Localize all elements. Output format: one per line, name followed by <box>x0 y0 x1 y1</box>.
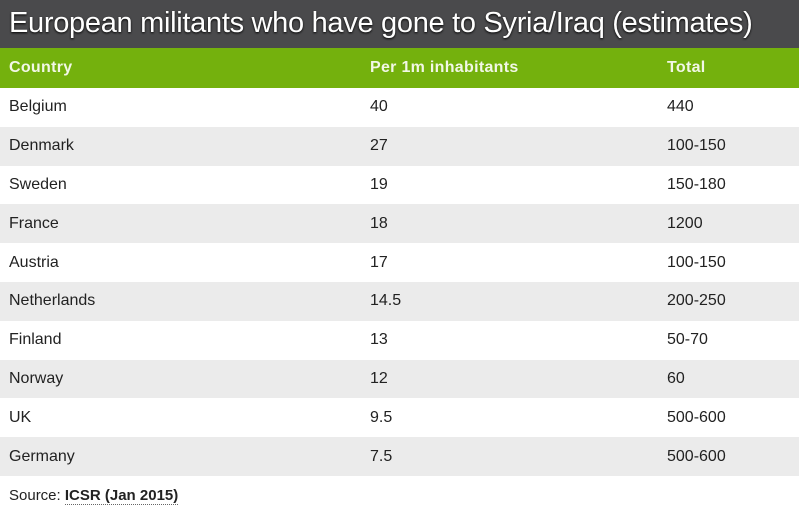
cell-country: Netherlands <box>9 292 96 310</box>
cell-total: 440 <box>667 98 694 116</box>
cell-country: Norway <box>9 369 64 387</box>
header-total: Total <box>667 59 706 76</box>
cell-total: 100-150 <box>667 253 726 271</box>
cell-total: 500-600 <box>667 447 726 465</box>
cell-total: 60 <box>667 369 685 387</box>
table-row: Netherlands 14.5 200-250 <box>0 281 799 321</box>
cell-total: 50-70 <box>667 331 708 349</box>
cell-per-million: 18 <box>370 214 388 232</box>
cell-per-million: 13 <box>370 331 388 349</box>
cell-country: UK <box>9 408 32 426</box>
source-note: Source: ICSR (Jan 2015) <box>0 476 799 514</box>
cell-total: 500-600 <box>667 408 726 426</box>
table-row: Denmark 27 100-150 <box>0 126 799 166</box>
cell-per-million: 7.5 <box>370 447 393 465</box>
table-header: Country Per 1m inhabitants Total <box>0 48 799 88</box>
cell-country: Sweden <box>9 175 67 193</box>
cell-total: 150-180 <box>667 175 726 193</box>
cell-country: Denmark <box>9 137 74 155</box>
cell-country: Belgium <box>9 98 67 116</box>
table-row: Norway 12 60 <box>0 359 799 399</box>
cell-per-million: 19 <box>370 175 388 193</box>
header-per-million: Per 1m inhabitants <box>370 59 519 76</box>
table-row: UK 9.5 500-600 <box>0 398 799 437</box>
table-title: European militants who have gone to Syri… <box>0 0 799 48</box>
cell-per-million: 14.5 <box>370 292 402 310</box>
table-row: Finland 13 50-70 <box>0 321 799 360</box>
header-country: Country <box>9 59 73 76</box>
table-row: Austria 17 100-150 <box>0 243 799 282</box>
cell-country: France <box>9 214 59 232</box>
cell-country: Austria <box>9 253 59 271</box>
cell-per-million: 17 <box>370 253 388 271</box>
cell-per-million: 12 <box>370 369 388 387</box>
cell-total: 1200 <box>667 214 703 232</box>
source-link[interactable]: ICSR (Jan 2015) <box>64 486 179 505</box>
cell-country: Finland <box>9 331 62 349</box>
table-body: Belgium 40 440 Denmark 27 100-150 Sweden 19 150-… <box>0 88 799 476</box>
table-row: Belgium 40 440 <box>0 88 799 127</box>
source-label: Source: <box>9 486 61 504</box>
table-row: France 18 1200 <box>0 204 799 244</box>
table-row: Germany 7.5 500-600 <box>0 437 799 476</box>
cell-country: Germany <box>9 447 75 465</box>
cell-per-million: 40 <box>370 98 388 116</box>
cell-per-million: 9.5 <box>370 408 393 426</box>
cell-total: 100-150 <box>667 137 726 155</box>
cell-per-million: 27 <box>370 137 388 155</box>
cell-total: 200-250 <box>667 292 726 310</box>
table-row: Sweden 19 150-180 <box>0 166 799 205</box>
